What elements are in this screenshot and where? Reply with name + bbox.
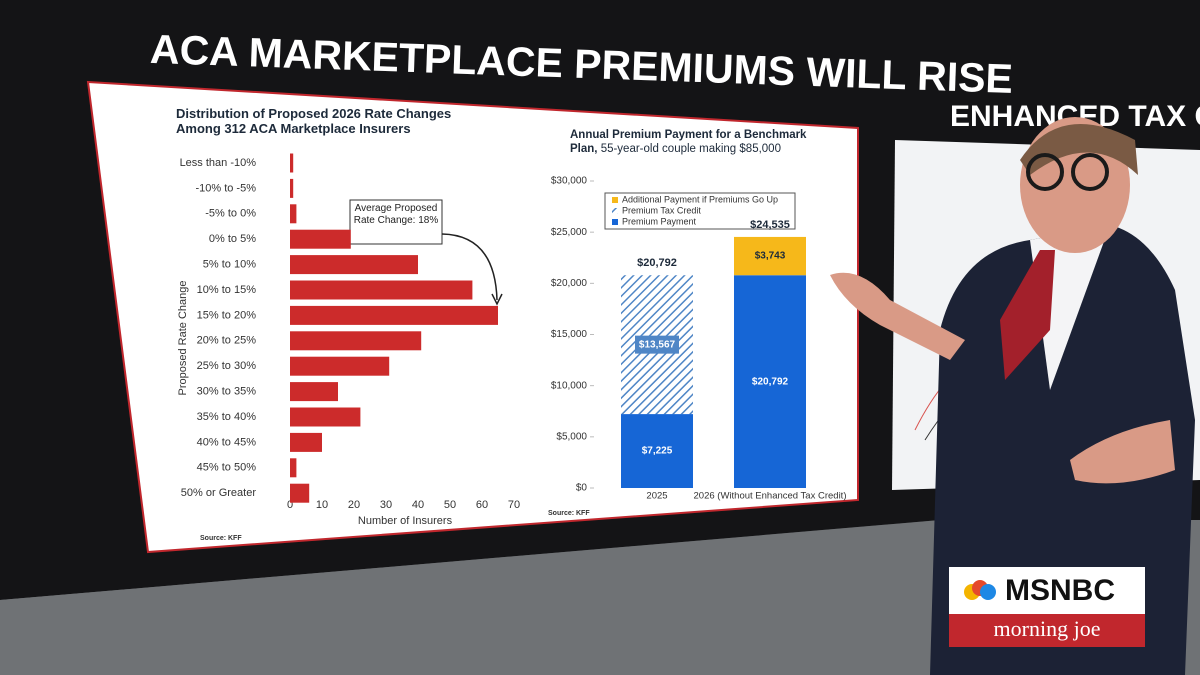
label-bg: [635, 335, 679, 354]
bar: [290, 483, 310, 503]
bar: [290, 331, 422, 351]
source: Source: KFF: [548, 510, 590, 517]
studio-floor: [0, 520, 1200, 675]
y-tick-label: $20,000: [551, 278, 588, 289]
presenter-tie: [1000, 250, 1055, 380]
bar-segment: [621, 414, 693, 488]
annotation-box: [349, 199, 443, 245]
peacock: [964, 580, 996, 600]
x-tick-label: 0: [287, 499, 293, 511]
y-tick-label: Less than -10%: [180, 157, 257, 169]
chart-title-block: Annual Premium Payment for a Benchmark P…: [570, 128, 820, 156]
presenter-hand: [1070, 420, 1175, 484]
y-tick-label: $0: [576, 483, 588, 494]
annotation-arrow: [441, 233, 498, 301]
y-tick-label: 25% to 30%: [197, 360, 257, 372]
chart-title: Distribution of Proposed 2026 Rate Chang…: [176, 106, 452, 136]
value-label: $3,743: [755, 251, 786, 262]
presenter-glasses: [1026, 153, 1064, 191]
bar: [290, 458, 297, 478]
peacock-feather: [980, 584, 996, 600]
chart-subtitle: 55-year-old couple making $85,000: [600, 143, 781, 155]
legend-label: Premium Tax Credit: [622, 205, 701, 215]
value-label: $7,225: [642, 446, 673, 457]
logo-bottom: [949, 614, 1145, 647]
bar: [290, 305, 498, 325]
x-tick-label: 30: [380, 499, 392, 511]
marks: 0 10 20 30 40 50 60 70 Less than -10% -10% to -5%…: [180, 153, 847, 511]
bar: [290, 356, 390, 376]
x-tick-label: 2025: [646, 491, 667, 502]
annotation-arrowhead: [491, 293, 503, 306]
bar: [290, 204, 297, 224]
y-tick-label: $15,000: [551, 329, 588, 340]
x-axis-label: Number of Insurers: [358, 515, 453, 527]
presenter-suit: [930, 225, 1195, 675]
x-tick-label: 50: [444, 499, 456, 511]
y-tick-label: -5% to 0%: [205, 208, 256, 220]
y-tick-label: $10,000: [551, 380, 588, 391]
y-tick-label: 35% to 40%: [197, 411, 257, 423]
y-tick-label: $25,000: [551, 227, 588, 238]
y-tick-label: -10% to -5%: [195, 182, 256, 194]
annotation: Average Proposed Rate Change: 18%: [353, 203, 439, 226]
x-tick-label: 20: [348, 499, 360, 511]
y-tick-label: 15% to 20%: [197, 309, 257, 321]
presenter-hand: [830, 272, 965, 360]
bar: [290, 255, 418, 275]
y-axis-label: Proposed Rate Change: [177, 281, 189, 396]
legend-swatch: [612, 219, 618, 225]
y-tick-label: $30,000: [551, 176, 588, 187]
x-tick-label: 60: [476, 499, 488, 511]
bar: [290, 178, 294, 198]
bar: [290, 229, 351, 249]
legend-swatch: [612, 208, 618, 214]
x-tick-label: 70: [508, 499, 520, 511]
y-tick-label: 50% or Greater: [181, 487, 257, 499]
y-tick-label: 30% to 35%: [197, 386, 257, 398]
bar: [290, 153, 294, 173]
legend-box: [604, 192, 796, 230]
presenter-hair: [1020, 124, 1138, 175]
y-tick-label: 40% to 45%: [197, 436, 257, 448]
x-tick-label: 40: [412, 499, 424, 511]
bar-segment: [734, 236, 806, 276]
x-tick-label: 2026 (Without Enhanced Tax Credit): [694, 491, 847, 502]
logo-show: morning joe: [994, 616, 1101, 641]
y-tick-label: 10% to 15%: [197, 284, 257, 296]
total-label: $20,792: [637, 257, 677, 269]
legend-swatch: [612, 197, 618, 203]
bar: [290, 382, 338, 402]
legend-label: Additional Payment if Premiums Go Up: [622, 194, 778, 204]
bar: [290, 280, 473, 300]
bar: [290, 407, 361, 427]
y-tick-label: 5% to 10%: [203, 259, 256, 271]
presenter-glasses: [1071, 153, 1109, 191]
y-tick-label: 20% to 25%: [197, 335, 257, 347]
y-tick-label: 0% to 5%: [209, 233, 256, 245]
source: Source: KFF: [200, 535, 242, 542]
legend-label: Premium Payment: [622, 216, 697, 226]
y-tick-label: $5,000: [556, 431, 587, 442]
y-tick-label: 45% to 50%: [197, 462, 257, 474]
logo-network: MSNBC: [1005, 574, 1115, 607]
value-label: $13,567: [639, 339, 676, 350]
value-label: $20,792: [752, 376, 789, 387]
x-tick-label: 10: [316, 499, 328, 511]
chart-title: Annual Premium Payment for a Benchmark P…: [570, 129, 807, 155]
bar: [290, 432, 322, 452]
bar-segment: [734, 275, 806, 488]
total-label: $24,535: [750, 219, 790, 231]
